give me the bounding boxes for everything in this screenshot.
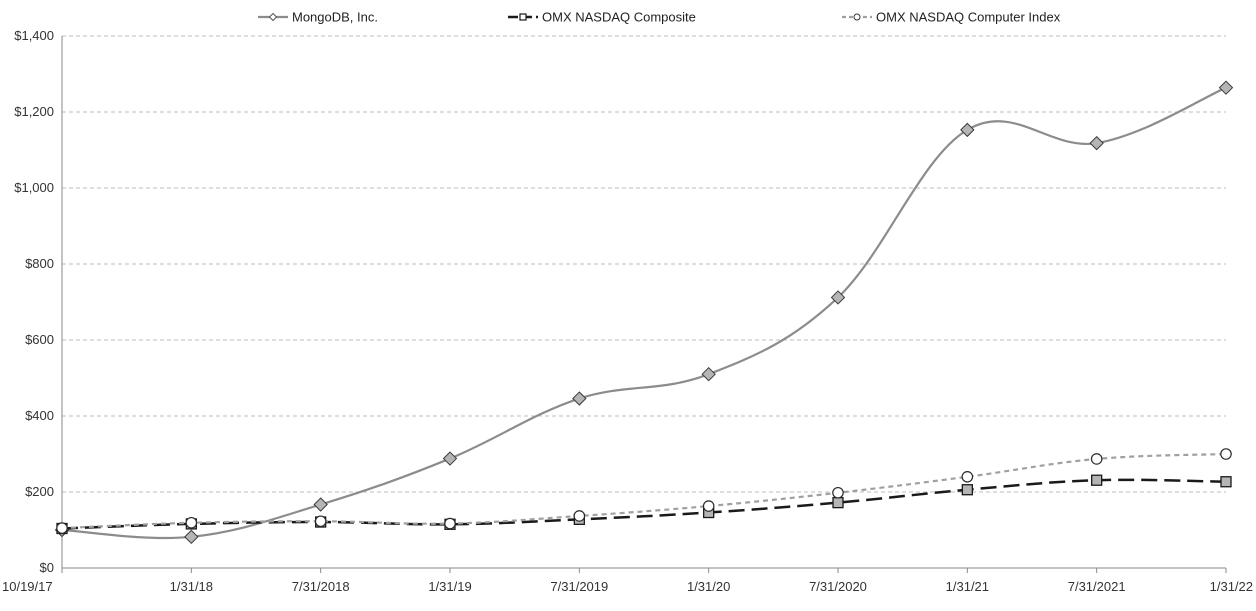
data-point-0 — [1089, 135, 1104, 151]
data-point-1 — [1091, 474, 1103, 486]
data-point-2 — [832, 486, 844, 499]
data-point-2 — [702, 500, 715, 512]
x-tick-label: 7/31/2018 — [292, 579, 350, 594]
data-point-1 — [832, 496, 844, 509]
data-point-0 — [442, 451, 458, 466]
y-tick-label: $0 — [40, 560, 54, 575]
x-tick-label: 1/31/22 — [1210, 579, 1253, 594]
y-tick-label: $600 — [25, 332, 54, 347]
data-point-1 — [961, 484, 973, 496]
axes: $0 $200 $400 $600 $800 $1,000 $1,200 $1,400 10/1… — [2, 28, 1253, 594]
legend: MongoDB, Inc. OMX NASDAQ Composite OMX NAS… — [258, 10, 1061, 25]
x-tick-label: 10/19/17 — [2, 579, 53, 594]
x-tick-label: 1/31/21 — [946, 579, 989, 594]
x-tick-label: 1/31/19 — [428, 579, 471, 594]
legend-label: OMX NASDAQ Composite — [542, 10, 696, 25]
y-tick-label: $1,000 — [14, 180, 54, 195]
legend-label: OMX NASDAQ Computer Index — [876, 10, 1061, 25]
legend-marker — [268, 12, 278, 22]
series-lines — [61, 86, 1227, 540]
legend-label: MongoDB, Inc. — [292, 10, 378, 25]
series-markers — [54, 80, 1234, 545]
x-tick-label: 7/31/2020 — [809, 579, 867, 594]
data-point-0 — [184, 529, 199, 545]
series-line-1 — [61, 478, 1227, 530]
x-tick-label: 7/31/2021 — [1068, 579, 1126, 594]
data-point-0 — [960, 122, 975, 138]
data-point-2 — [185, 516, 198, 529]
y-tick-label: $1,200 — [14, 104, 54, 119]
y-tick-label: $1,400 — [14, 28, 54, 43]
data-point-0 — [1218, 80, 1234, 95]
data-point-0 — [830, 290, 846, 305]
x-tick-label: 1/31/18 — [170, 579, 213, 594]
grid-lines — [62, 35, 1226, 493]
data-point-2 — [573, 510, 586, 522]
y-tick-label: $400 — [25, 408, 54, 423]
legend-marker — [519, 13, 527, 21]
x-tick-label: 7/31/2019 — [550, 579, 608, 594]
x-tick-label: 1/31/20 — [687, 579, 730, 594]
data-point-0 — [313, 497, 328, 512]
data-point-0 — [572, 391, 587, 406]
data-point-2 — [56, 522, 68, 534]
data-point-1 — [1220, 476, 1232, 488]
data-point-0 — [701, 366, 716, 382]
data-point-2 — [1220, 448, 1232, 460]
y-tick-label: $200 — [25, 484, 54, 499]
series-line-2 — [61, 452, 1227, 530]
legend-marker — [853, 13, 861, 21]
data-point-2 — [961, 470, 974, 483]
data-point-2 — [314, 515, 327, 528]
y-tick-label: $800 — [25, 256, 54, 271]
series-line-0 — [61, 86, 1227, 540]
data-point-2 — [1090, 453, 1103, 465]
data-point-2 — [444, 517, 456, 530]
